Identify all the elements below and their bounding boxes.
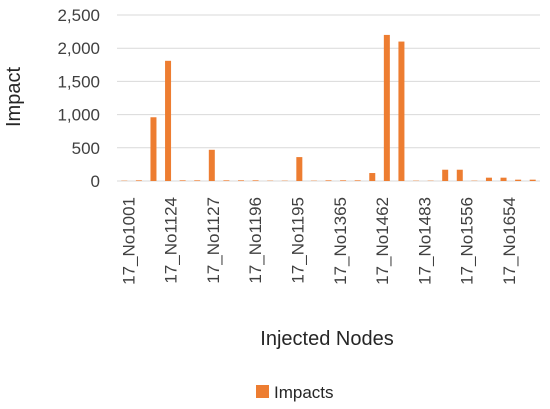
- legend-label-impacts: Impacts: [274, 383, 334, 402]
- gridlines: [117, 14, 540, 182]
- legend: Impacts: [256, 383, 334, 402]
- y-tick-labels: 0 500 1,000 1,500 2,000 2,500: [57, 6, 100, 191]
- bar: [237, 180, 244, 181]
- bar: [150, 117, 157, 181]
- bar: [485, 177, 492, 181]
- bars: [121, 34, 536, 182]
- x-tick-label: 17_No1654: [500, 197, 519, 285]
- bar: [383, 34, 390, 181]
- bar: [398, 41, 405, 182]
- x-tick-label: 17_No1462: [373, 197, 392, 285]
- bar: [179, 180, 186, 181]
- x-tick-label: 17_No1365: [331, 197, 350, 285]
- x-tick-label: 17_No1556: [458, 197, 477, 285]
- y-axis-title: Impact: [3, 67, 25, 127]
- y-tick-label: 1,500: [57, 72, 100, 91]
- bar: [296, 157, 303, 181]
- bar: [369, 173, 376, 181]
- bar: [208, 149, 215, 181]
- bar: [325, 180, 332, 181]
- bar: [194, 180, 201, 181]
- bar: [529, 179, 536, 181]
- x-tick-label: 17_No1195: [288, 197, 307, 284]
- bar: [165, 60, 172, 181]
- x-tick-label: 17_No1196: [246, 197, 265, 284]
- bar: [456, 169, 463, 181]
- x-axis-title: Injected Nodes: [260, 328, 393, 350]
- legend-swatch-impacts: [256, 385, 269, 398]
- y-tick-label: 500: [72, 139, 100, 158]
- bar: [442, 169, 449, 181]
- y-tick-label: 0: [91, 172, 100, 191]
- x-tick-label: 17_No1001: [119, 197, 138, 285]
- bar: [223, 180, 230, 181]
- x-tick-labels: 17_No1001 17_No1124 17_No1127 17_No1196 17_N…: [119, 197, 519, 285]
- y-tick-label: 2,000: [57, 39, 100, 58]
- bar: [354, 180, 361, 181]
- x-tick-label: 17_No1127: [204, 197, 223, 284]
- x-tick-label: 17_No1483: [415, 197, 434, 285]
- bar: [252, 180, 259, 181]
- bar: [515, 179, 522, 181]
- bar: [340, 180, 347, 181]
- y-tick-label: 2,500: [57, 6, 100, 25]
- x-tick-label: 17_No1124: [162, 197, 181, 284]
- bar: [500, 177, 507, 181]
- y-tick-label: 1,000: [57, 106, 100, 125]
- bar: [135, 180, 142, 181]
